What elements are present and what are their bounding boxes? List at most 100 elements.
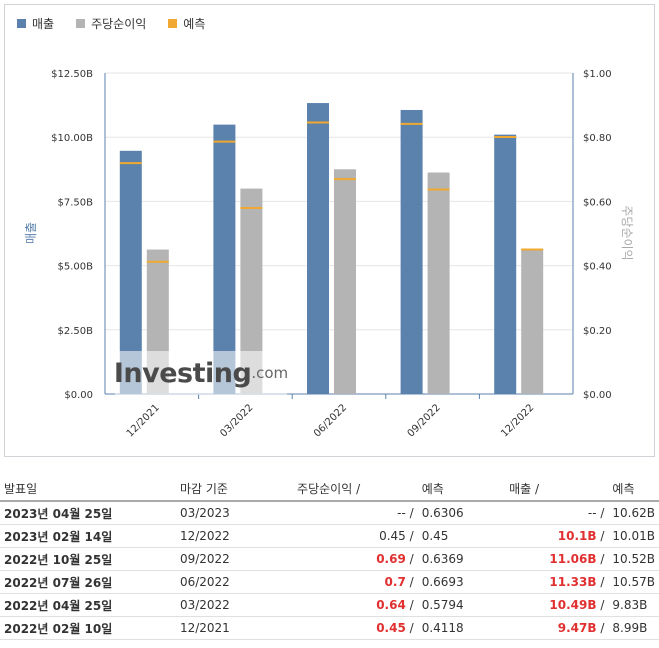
cell-date: 2022년 02월 10일 bbox=[0, 616, 176, 640]
cell-eps-actual: -- bbox=[397, 506, 406, 520]
cell-eps-forecast: 0.6693 bbox=[417, 570, 506, 594]
y-left-tick-label: $10.00B bbox=[51, 133, 93, 144]
cell-revenue-forecast: 10.52B bbox=[608, 547, 659, 571]
x-tick-label: 06/2022 bbox=[312, 402, 349, 439]
header-eps-forecast[interactable]: 예측 bbox=[417, 476, 506, 502]
legend-item-revenue[interactable]: 매출 bbox=[17, 15, 54, 32]
y-left-axis-title: 매출 bbox=[24, 222, 38, 244]
x-tick-label: 12/2022 bbox=[499, 402, 536, 439]
cell-revenue-actual: 10.1B bbox=[557, 529, 597, 543]
cell-period: 09/2022 bbox=[175, 547, 294, 571]
header-revenue-sep: / bbox=[535, 481, 540, 496]
x-tick-label: 03/2022 bbox=[218, 402, 255, 439]
cell-period: 12/2022 bbox=[175, 524, 294, 548]
cell-eps: 0.69 / bbox=[293, 547, 418, 571]
cell-revenue: 9.47B / bbox=[505, 616, 609, 640]
legend-label-eps: 주당순이익 bbox=[91, 17, 147, 31]
cell-revenue-sep: / bbox=[600, 598, 605, 612]
cell-date: 2022년 04월 25일 bbox=[0, 593, 176, 617]
cell-revenue-forecast: 8.99B bbox=[608, 616, 659, 640]
revenue-bar bbox=[494, 134, 517, 394]
legend-item-forecast[interactable]: 예측 bbox=[168, 15, 205, 32]
cell-eps-forecast: 0.6306 bbox=[417, 501, 506, 525]
cell-revenue-sep: / bbox=[600, 575, 605, 589]
cell-date: 2023년 04월 25일 bbox=[0, 501, 176, 525]
watermark-brand: Investing bbox=[113, 357, 252, 389]
cell-eps: 0.45 / bbox=[293, 616, 418, 640]
cell-eps-actual: 0.64 bbox=[376, 598, 406, 612]
cell-revenue: 11.06B / bbox=[505, 547, 609, 571]
investing-watermark: Investing .com bbox=[113, 351, 289, 395]
cell-period: 03/2022 bbox=[175, 593, 294, 617]
y-right-tick-label: $0.60 bbox=[583, 197, 612, 208]
cell-eps: 0.45 / bbox=[293, 524, 418, 548]
cell-eps-actual: 0.7 bbox=[384, 575, 406, 589]
cell-period: 03/2023 bbox=[175, 501, 294, 525]
eps-bar bbox=[240, 188, 263, 394]
x-tick-label: 09/2022 bbox=[406, 402, 443, 439]
table-row: 2022년 02월 10일 12/2021 0.45 /0.4118 9.47B /8… bbox=[0, 616, 659, 640]
cell-revenue-actual: 10.49B bbox=[549, 598, 597, 612]
cell-revenue-actual: -- bbox=[587, 506, 597, 520]
cell-revenue: 10.1B / bbox=[505, 524, 609, 548]
cell-eps-actual: 0.69 bbox=[376, 552, 406, 566]
table-body: 2023년 04월 25일 03/2023 -- /0.6306 -- /10.62B… bbox=[0, 501, 659, 640]
y-right-tick-label: $0.80 bbox=[583, 133, 612, 144]
legend-swatch-forecast bbox=[168, 19, 178, 28]
table-row: 2022년 04월 25일 03/2022 0.64 /0.5794 10.49B /… bbox=[0, 593, 659, 617]
cell-eps-sep: / bbox=[409, 506, 414, 520]
chart-legend: 매출 주당순이익 예측 bbox=[17, 15, 205, 32]
header-eps-label: 주당순이익 bbox=[297, 481, 353, 496]
cell-revenue-sep: / bbox=[600, 506, 605, 520]
revenue-bar bbox=[400, 109, 423, 395]
eps-bar bbox=[521, 249, 544, 394]
eps-bar bbox=[427, 172, 450, 394]
legend-label-revenue: 매출 bbox=[32, 17, 55, 31]
header-period[interactable]: 마감 기준 bbox=[175, 476, 294, 502]
cell-eps-sep: / bbox=[409, 552, 414, 566]
cell-revenue-forecast: 10.01B bbox=[608, 524, 659, 548]
table-row: 2023년 02월 14일 12/2022 0.45 /0.45 10.1B /10.… bbox=[0, 524, 659, 548]
cell-revenue-sep: / bbox=[600, 552, 605, 566]
cell-eps-actual: 0.45 bbox=[376, 621, 406, 635]
watermark-suffix: .com bbox=[251, 364, 289, 382]
table-row: 2022년 10월 25일 09/2022 0.69 /0.6369 11.06B /… bbox=[0, 547, 659, 571]
cell-revenue-forecast: 10.62B bbox=[608, 501, 659, 525]
y-right-tick-label: $0.00 bbox=[583, 390, 612, 401]
cell-eps-forecast: 0.45 bbox=[417, 524, 506, 548]
cell-date: 2023년 02월 14일 bbox=[0, 524, 176, 548]
y-right-tick-label: $1.00 bbox=[583, 69, 612, 80]
cell-eps-sep: / bbox=[409, 598, 414, 612]
legend-label-forecast: 예측 bbox=[183, 17, 206, 31]
eps-bar bbox=[334, 169, 356, 394]
header-eps-sep: / bbox=[356, 481, 361, 496]
revenue-bar bbox=[213, 124, 236, 395]
cell-revenue: 11.33B / bbox=[505, 570, 609, 594]
legend-swatch-revenue bbox=[17, 19, 26, 28]
header-revenue-forecast[interactable]: 예측 bbox=[608, 476, 659, 502]
cell-date: 2022년 07월 26일 bbox=[0, 570, 176, 594]
y-left-tick-label: $0.00 bbox=[64, 390, 93, 401]
y-left-tick-label: $2.50B bbox=[58, 326, 94, 337]
cell-revenue-actual: 11.33B bbox=[549, 575, 597, 589]
cell-date: 2022년 10월 25일 bbox=[0, 547, 176, 571]
legend-item-eps[interactable]: 주당순이익 bbox=[76, 15, 146, 32]
cell-revenue-forecast: 9.83B bbox=[608, 593, 659, 617]
chart-svg: $0.00 $0.00 $2.50B $0.20 $5.00B $0.40 $7.50B $0… bbox=[24, 69, 634, 439]
header-revenue[interactable]: 매출 / bbox=[505, 476, 609, 502]
cell-eps: -- / bbox=[293, 501, 418, 525]
legend-swatch-eps bbox=[76, 19, 86, 28]
cell-revenue-actual: 9.47B bbox=[557, 621, 597, 635]
cell-eps-sep: / bbox=[409, 575, 414, 589]
header-date[interactable]: 발표일 bbox=[0, 476, 176, 502]
header-eps[interactable]: 주당순이익 / bbox=[293, 476, 418, 502]
y-right-axis-title: 주당순이익 bbox=[620, 205, 634, 260]
cell-eps: 0.7 / bbox=[293, 570, 418, 594]
cell-eps-forecast: 0.5794 bbox=[417, 593, 506, 617]
cell-period: 06/2022 bbox=[175, 570, 294, 594]
cell-revenue: 10.49B / bbox=[505, 593, 609, 617]
revenue-bar bbox=[307, 103, 329, 395]
y-left-tick-label: $7.50B bbox=[58, 197, 94, 208]
y-right-tick-label: $0.40 bbox=[583, 262, 612, 273]
cell-revenue-forecast: 10.57B bbox=[608, 570, 659, 594]
